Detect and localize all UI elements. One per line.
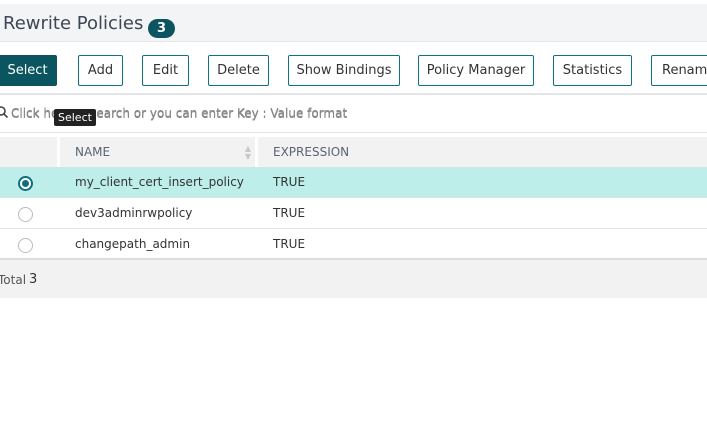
count-badge: 3 (148, 19, 175, 38)
policy-name: dev3adminrwpolicy (75, 206, 193, 220)
row-radio[interactable] (18, 176, 33, 191)
select-column-header (0, 137, 57, 167)
search-icon (0, 106, 8, 118)
add-button[interactable]: Add (78, 55, 123, 86)
policy-name: my_client_cert_insert_policy (75, 175, 244, 189)
page-header: Rewrite Policies 3 (0, 4, 707, 42)
statistics-button[interactable]: Statistics (553, 55, 632, 86)
policy-expression: TRUE (273, 206, 306, 220)
search-input[interactable] (0, 95, 707, 133)
page-title: Rewrite Policies (3, 13, 144, 34)
tooltip: Select (54, 109, 96, 126)
policy-expression: TRUE (273, 175, 306, 189)
rename-button[interactable]: Rename (651, 55, 707, 86)
policy-manager-button[interactable]: Policy Manager (418, 55, 534, 86)
row-radio[interactable] (18, 238, 33, 253)
show-bindings-button[interactable]: Show Bindings (288, 55, 400, 86)
divider (0, 93, 707, 95)
edit-button[interactable]: Edit (142, 55, 189, 86)
table-footer: Total 3 (0, 258, 707, 298)
table-row[interactable]: changepath_admin TRUE (0, 229, 707, 260)
table-row[interactable]: my_client_cert_insert_policy TRUE (0, 167, 707, 198)
table-row[interactable]: dev3adminrwpolicy TRUE (0, 198, 707, 229)
column-label: NAME (75, 145, 111, 159)
row-radio[interactable] (18, 207, 33, 222)
policy-expression: TRUE (273, 237, 306, 251)
delete-button[interactable]: Delete (208, 55, 269, 86)
sort-icon[interactable]: ▲ ▼ (244, 144, 251, 161)
select-button[interactable]: Select (0, 55, 57, 86)
total-count: 3 (29, 272, 38, 287)
column-label: EXPRESSION (273, 145, 350, 159)
column-header-name[interactable]: NAME ▲ ▼ (60, 137, 255, 167)
total-label: Total (0, 273, 27, 287)
column-header-expression[interactable]: EXPRESSION (258, 137, 707, 167)
policy-name: changepath_admin (75, 237, 191, 251)
